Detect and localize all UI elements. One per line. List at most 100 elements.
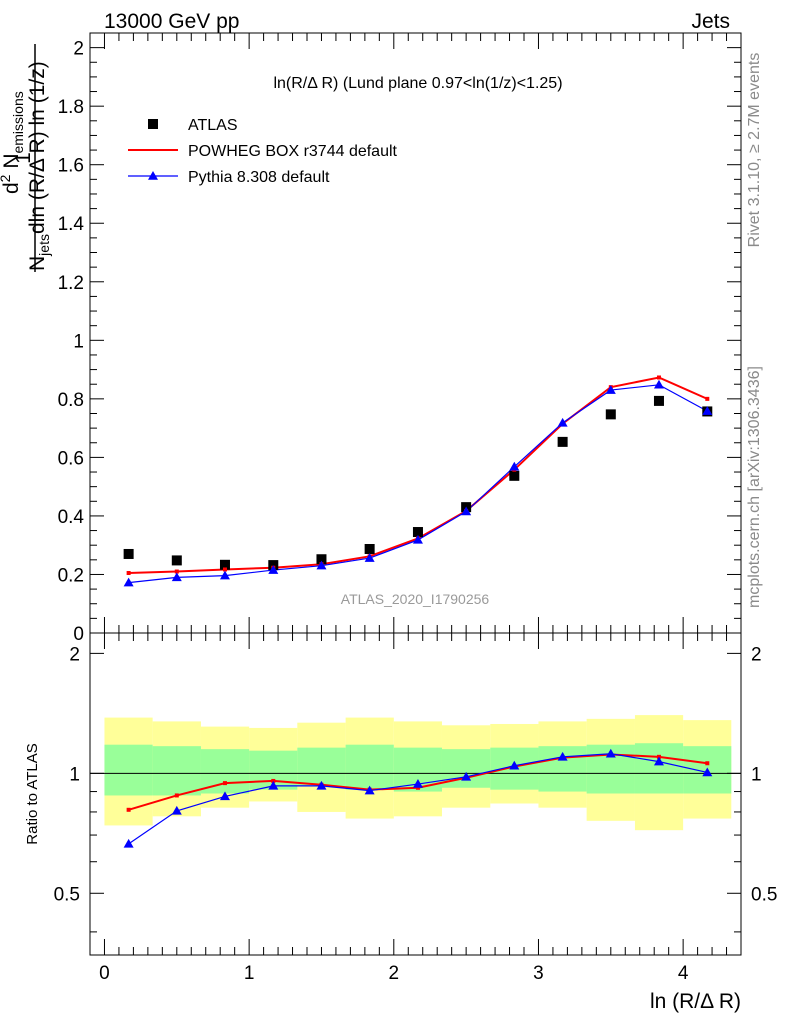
main-ytick-label: 1.6 (58, 156, 84, 177)
ratio-band-green (104, 744, 153, 796)
ratio-point-pythia (219, 791, 230, 801)
ratio-y-axis-label: Ratio to ATLAS (24, 743, 41, 844)
analysis-watermark: ATLAS_2020_I1790256 (341, 591, 490, 607)
main-point-pythia (653, 379, 664, 389)
main-data-layer (123, 375, 713, 587)
ratio-point-powheg (705, 761, 710, 766)
ratio-point-pythia (171, 805, 182, 815)
main-title: ln(R/Δ R) (Lund plane 0.97<ln(1/z)<1.25) (273, 75, 562, 92)
ratio-point-powheg (126, 807, 131, 812)
xtick-label: 3 (533, 963, 544, 984)
main-point-pythia (702, 406, 713, 415)
main-point-pythia (509, 461, 520, 471)
main-point-atlas (509, 470, 520, 481)
legend-marker-pythia (148, 171, 158, 180)
main-ytick-label: 0.2 (58, 565, 84, 586)
legend-label: POWHEG BOX r3744 default (188, 143, 398, 160)
ratio-point-pythia (412, 779, 423, 788)
main-point-pythia (316, 560, 327, 570)
ratio-ytick-label-right: 1 (751, 764, 762, 785)
ratio-band-green (200, 749, 250, 794)
ratio-point-pythia (557, 751, 568, 761)
ratio-band-green (345, 744, 394, 790)
ratio-point-pythia (316, 780, 327, 790)
ratio-ytick-label-right: 0.5 (751, 884, 777, 905)
svg-text:d2 Nemissions: d2 Nemissions (0, 91, 26, 194)
side-rivet-label: Rivet 3.1.10, ≥ 2.7M events (746, 53, 763, 248)
ratio-data-layer (90, 715, 741, 848)
xtick-label: 1 (244, 963, 255, 984)
main-point-pythia (123, 577, 134, 587)
header-process: 13000 GeV pp (104, 10, 239, 33)
legend-marker-atlas (148, 119, 158, 129)
main-ytick-label: 1.8 (58, 97, 84, 118)
main-point-pythia (412, 534, 423, 544)
main-point-pythia (268, 565, 279, 574)
ratio-band-green (634, 743, 684, 794)
ratio-point-pythia (509, 760, 520, 770)
ratio-plot-frame (89, 632, 742, 956)
ratio-panel: 0 1 2 3 4 0.5 0.5 1 1 2 2 Ratio to ATLAS ln (R/Δ R… (24, 632, 777, 1013)
ratio-point-pythia (653, 756, 664, 766)
main-point-pythia (461, 506, 472, 516)
xtick-label: 0 (99, 963, 110, 984)
legend-label: ATLAS (188, 117, 238, 134)
ratio-axes: 0 1 2 3 4 0.5 0.5 1 1 2 2 (54, 633, 777, 984)
ratio-point-pythia (268, 780, 279, 790)
ratio-point-pythia (461, 771, 472, 781)
main-ytick-label: 1 (73, 331, 84, 352)
ratio-band-green (152, 746, 201, 796)
main-point-atlas (123, 548, 134, 559)
main-y-axis-label: 1 (12, 44, 36, 272)
main-ytick-label: 0.6 (58, 448, 84, 469)
ratio-point-pythia (605, 748, 616, 758)
ratio-band-green (297, 747, 346, 786)
ratio-ytick-label-right: 2 (751, 644, 762, 665)
ratio-ytick-label: 2 (69, 644, 80, 665)
svg-text:1: 1 (12, 152, 35, 164)
main-ytick-label: 1.4 (58, 214, 85, 235)
main-point-pythia (171, 572, 182, 582)
ratio-point-pythia (123, 838, 134, 848)
ratio-point-pythia (702, 767, 713, 777)
main-point-atlas (605, 409, 616, 420)
main-line-triangle (128, 384, 708, 584)
main-point-pythia (364, 553, 375, 562)
xtick-label: 2 (389, 963, 400, 984)
main-axes: 0 0.2 0.4 0.6 0.8 1 1.2 1.4 1.6 1.8 2 (58, 33, 741, 645)
main-ytick-label: 0.8 (58, 390, 84, 411)
ratio-point-powheg (222, 781, 227, 786)
main-point-powheg (126, 571, 131, 575)
main-ytick-label: 2 (73, 39, 84, 60)
main-point-atlas (316, 554, 327, 565)
svg-text:Njetsdln (R/Δ R) ln (1/z): Njetsdln (R/Δ R) ln (1/z) (26, 61, 52, 271)
ratio-ytick-label: 1 (69, 764, 80, 785)
main-point-atlas (219, 559, 230, 570)
main-point-atlas (364, 544, 375, 554)
main-ytick-label: 0.4 (58, 507, 85, 528)
main-point-powheg (705, 396, 710, 401)
legend-label: Pythia 8.308 default (188, 169, 330, 186)
main-point-atlas (171, 555, 182, 566)
main-ytick-label: 0 (73, 624, 84, 645)
main-point-atlas (412, 527, 423, 538)
main-point-atlas (653, 395, 664, 406)
xtick-label: 4 (678, 963, 689, 984)
main-point-powheg (656, 375, 661, 380)
x-axis-label: ln (R/Δ R) (650, 990, 741, 1013)
side-mcplots-label: mcplots.cern.ch [arXiv:1306.3436] (746, 366, 763, 608)
ratio-point-pythia (364, 785, 375, 795)
main-point-pythia (605, 385, 616, 394)
main-panel: 0 0.2 0.4 0.6 0.8 1 1.2 1.4 1.6 1.8 2 ln(R/Δ R) (L… (0, 32, 742, 645)
main-point-powheg (222, 567, 227, 572)
main-point-atlas (557, 436, 568, 447)
legend: ATLAS POWHEG BOX r3744 default Pythia 8.30… (128, 117, 398, 186)
ratio-ytick-label: 0.5 (54, 884, 80, 905)
main-ytick-label: 1.2 (58, 273, 84, 294)
main-point-pythia (557, 417, 568, 427)
main-point-pythia (219, 570, 230, 580)
header-observable: Jets (691, 10, 730, 33)
main-point-powheg (174, 569, 179, 574)
ratio-point-powheg (174, 793, 179, 798)
